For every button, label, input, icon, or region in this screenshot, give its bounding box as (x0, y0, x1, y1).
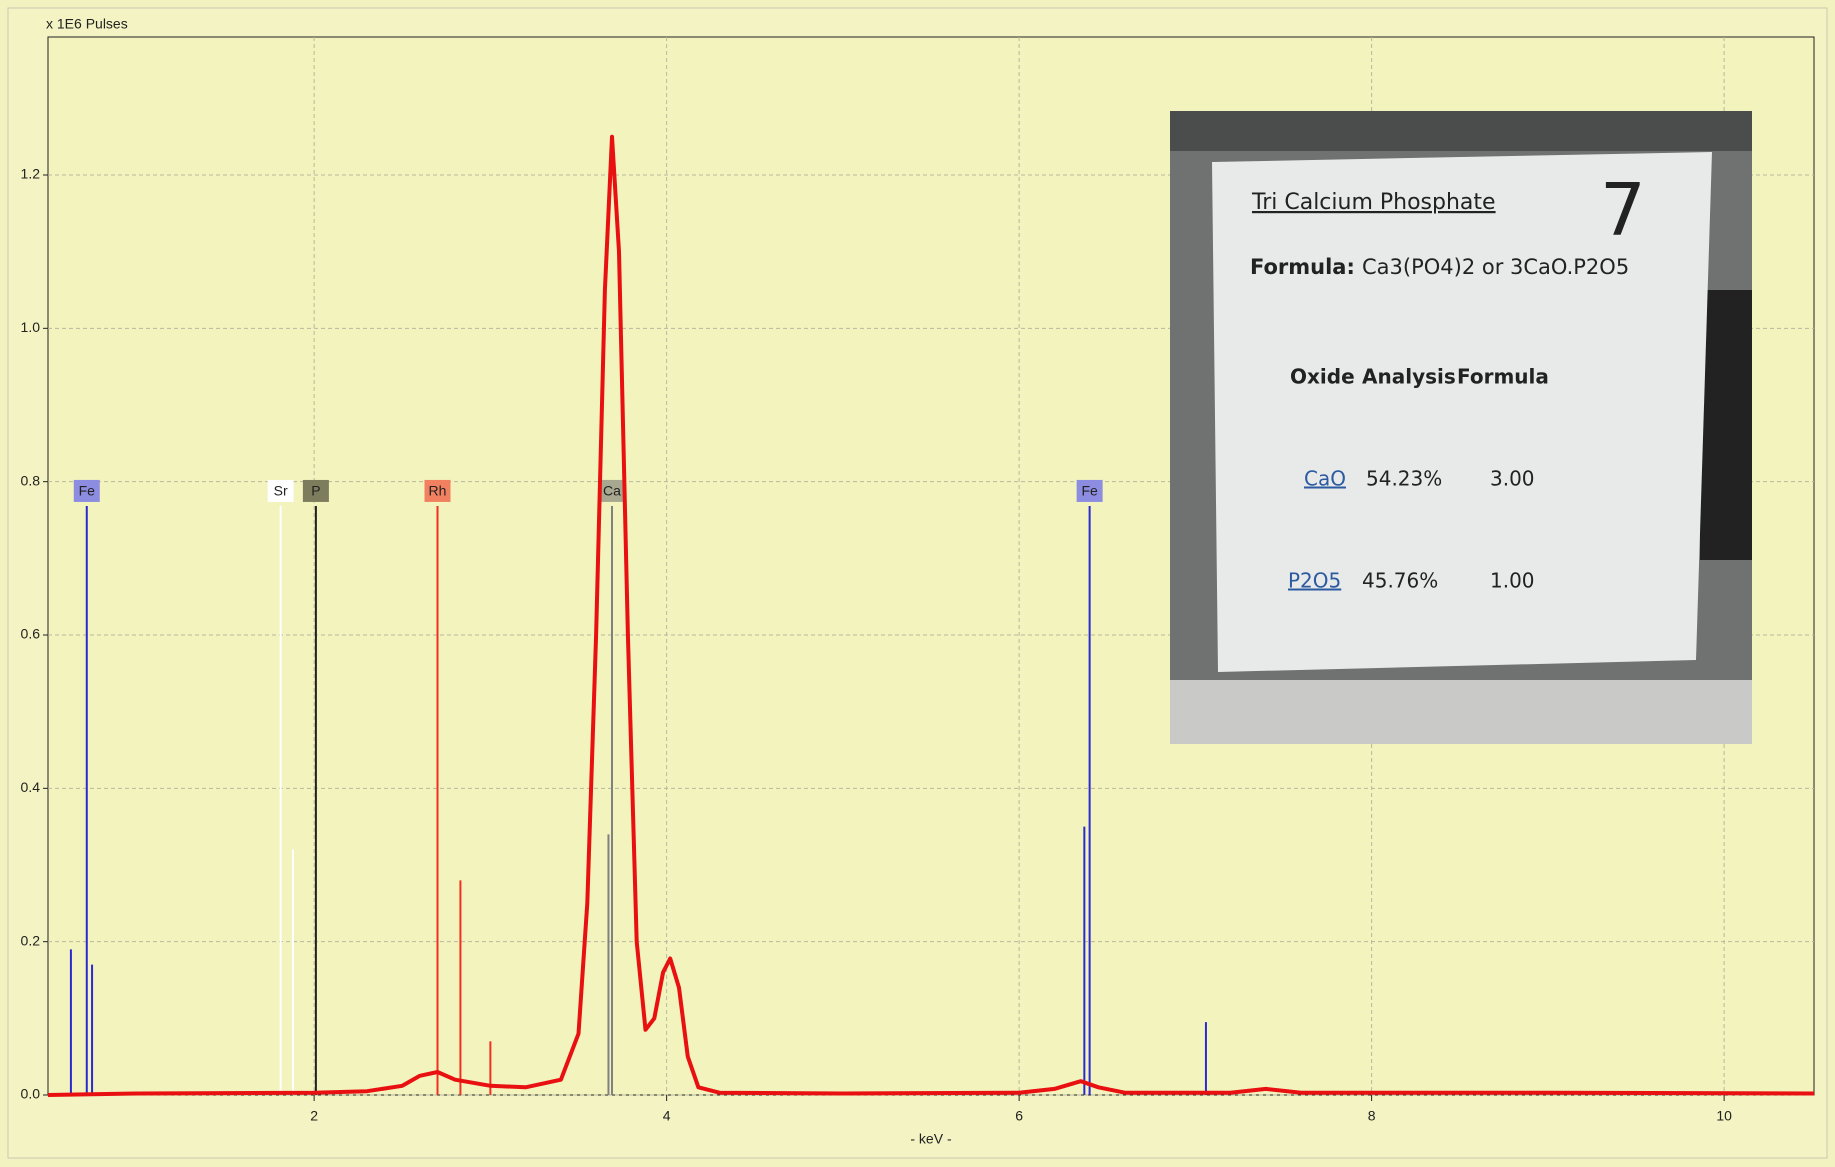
formula-label: Formula: (1250, 255, 1355, 279)
x-axis-label: - keV - (910, 1131, 952, 1147)
inset-number: 7 (1600, 168, 1646, 252)
x-tick-label: 4 (663, 1108, 671, 1124)
table-cell: 3.00 (1490, 467, 1535, 491)
y-tick-label: 1.2 (21, 166, 41, 182)
element-label-bg (598, 479, 625, 502)
x-tick-label: 6 (1015, 1108, 1023, 1124)
spectrum-line (47, 134, 1815, 1097)
photo-dark (1700, 290, 1752, 560)
table-cell: 54.23% (1366, 467, 1442, 491)
x-tick-label: 2 (310, 1108, 318, 1124)
element-label-bg (267, 479, 294, 502)
x-tick-label: 10 (1716, 1108, 1732, 1124)
y-tick-label: 0.2 (21, 932, 41, 948)
y-tick-label: 0.6 (21, 626, 41, 642)
inset-photo: Tri Calcium Phosphate 7 Formula: Ca3(PO4… (1170, 111, 1752, 744)
element-label: P (311, 483, 320, 499)
y-tick-label: 0.8 (21, 472, 41, 488)
element-label: Fe (79, 483, 96, 499)
table-header: Formula (1457, 365, 1549, 389)
photo-top (1170, 111, 1752, 151)
y-tick-label: 1.0 (21, 319, 41, 335)
photo-bottom (1170, 680, 1752, 744)
y-tick-label: 0.0 (21, 1086, 41, 1102)
element-label-bg (424, 479, 451, 502)
element-label: Rh (429, 483, 447, 499)
element-label: Ca (603, 483, 621, 499)
formula: Ca3(PO4)2 or 3CaO.P2O5 (1362, 255, 1629, 279)
table-cell: CaO (1304, 467, 1346, 491)
table-cell: P2O5 (1288, 569, 1341, 593)
element-label-bg (73, 479, 100, 502)
label-card (1212, 152, 1712, 672)
element-label-bg (302, 479, 329, 502)
x-tick-label: 8 (1368, 1108, 1376, 1124)
data: Fe Sr P Rh Ca Fe (47, 134, 1815, 1097)
y-tick-label: 0.4 (21, 779, 41, 795)
element-label-bg (1076, 479, 1103, 502)
table-header: Oxide (1290, 365, 1355, 389)
y-axis-label: x 1E6 Pulses (46, 16, 128, 32)
element-label: Fe (1081, 483, 1098, 499)
table-header: Analysis (1362, 365, 1456, 389)
element-label: Sr (274, 483, 288, 499)
inset-title: Tri Calcium Phosphate (1251, 190, 1496, 215)
table-cell: 1.00 (1490, 569, 1535, 593)
table-cell: 45.76% (1362, 569, 1438, 593)
